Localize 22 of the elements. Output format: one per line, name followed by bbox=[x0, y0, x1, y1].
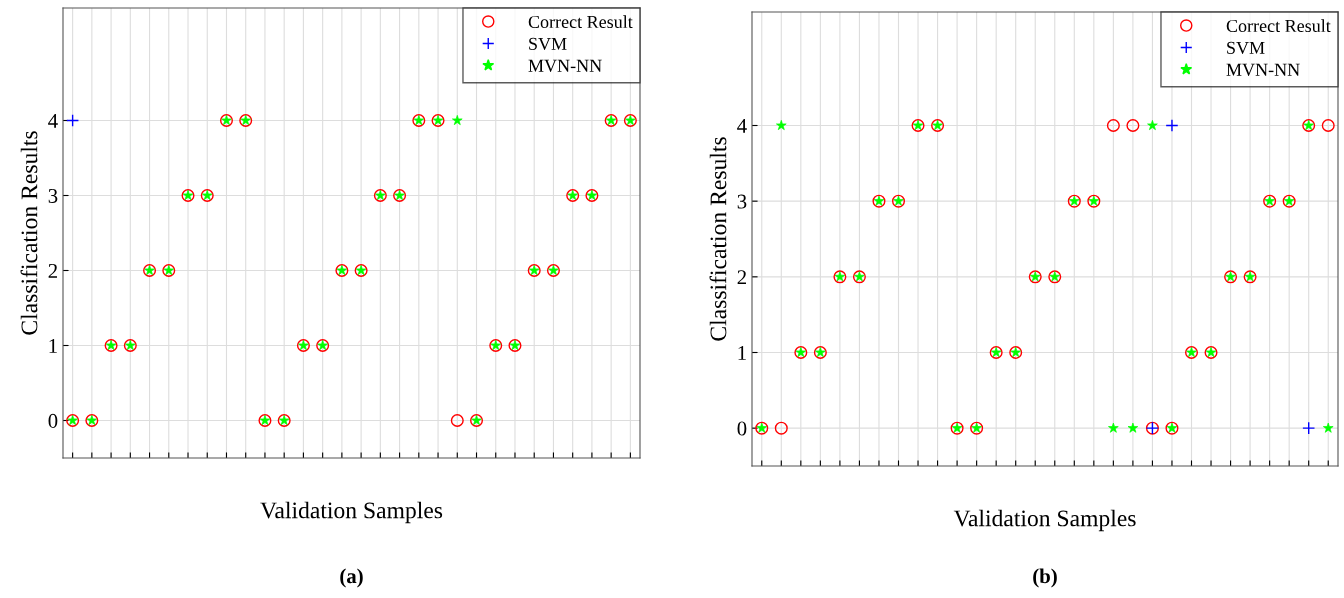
y-tick-label: 2 bbox=[737, 270, 746, 285]
y-tick-label: 2 bbox=[48, 263, 57, 278]
y-axis-title: Classification Results bbox=[20, 131, 38, 335]
y-tick-label: 0 bbox=[48, 413, 58, 428]
y-tick-label: 1 bbox=[49, 338, 57, 353]
legend-label: SVM bbox=[1227, 41, 1265, 55]
y-tick-label: 4 bbox=[737, 119, 747, 133]
y-tick-label: 3 bbox=[48, 188, 58, 203]
y-tick-label: 0 bbox=[737, 421, 747, 436]
y-axis-title: Classification Results bbox=[709, 137, 727, 341]
legend-label: SVM bbox=[529, 37, 567, 51]
legend-label: Correct Result bbox=[528, 15, 633, 29]
y-tick-label: 1 bbox=[738, 345, 746, 360]
text: (a) bbox=[340, 568, 363, 588]
legend-label: MVN-NN bbox=[528, 59, 602, 72]
text: (b) bbox=[1033, 568, 1057, 588]
x-axis-title: Validation Samples bbox=[953, 509, 1136, 532]
legend-label: Correct Result bbox=[1226, 19, 1331, 33]
y-tick-label: 3 bbox=[737, 194, 747, 209]
y-tick-label: 4 bbox=[48, 114, 58, 128]
legend-label: MVN-NN bbox=[1226, 63, 1300, 76]
x-axis-title: Validation Samples bbox=[260, 501, 443, 524]
